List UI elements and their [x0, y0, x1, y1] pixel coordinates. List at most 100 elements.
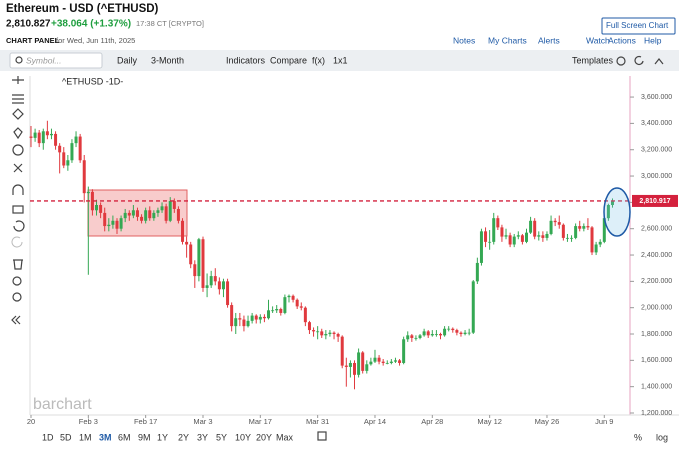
- toolbar-item[interactable]: f(x): [312, 55, 325, 65]
- range-button[interactable]: 6M: [118, 432, 131, 442]
- range-button[interactable]: 1Y: [157, 432, 168, 442]
- range-button[interactable]: 10Y: [235, 432, 251, 442]
- candle-body: [467, 332, 471, 334]
- candle-body: [570, 237, 574, 239]
- candle-body: [103, 212, 107, 227]
- candle-body: [549, 220, 553, 234]
- symbol-placeholder[interactable]: Symbol...: [26, 55, 61, 65]
- candle-body: [172, 201, 176, 209]
- collapse-tools[interactable]: [11, 315, 21, 325]
- range-button[interactable]: 5D: [60, 432, 72, 442]
- candle-body: [365, 364, 369, 371]
- candle-body: [238, 318, 242, 320]
- theme-icon[interactable]: [634, 55, 644, 66]
- footer: [0, 429, 679, 445]
- candle-body: [62, 152, 66, 166]
- candle-body: [291, 295, 295, 300]
- x-tick-label: Feb 17: [134, 417, 157, 426]
- candle-body: [377, 357, 381, 362]
- candle-body: [381, 361, 385, 363]
- time: 17:38 CT [CRYPTO]: [136, 19, 204, 28]
- candle-body: [406, 335, 410, 340]
- redo-tool[interactable]: [11, 236, 23, 248]
- candle-body: [246, 320, 250, 327]
- candle-body: [455, 330, 459, 333]
- header-link[interactable]: Alerts: [538, 35, 560, 45]
- candle-body: [524, 232, 528, 242]
- candle-body: [201, 239, 205, 288]
- trash-tool[interactable]: [13, 259, 23, 270]
- toolbar-item[interactable]: Indicators: [226, 55, 266, 65]
- delete-tool[interactable]: [13, 163, 23, 173]
- candle-body: [357, 352, 361, 375]
- y-tick-label: 1,600.000: [641, 357, 672, 364]
- candle-body: [574, 226, 578, 238]
- candle-body: [131, 210, 135, 216]
- range-button[interactable]: Max: [276, 432, 294, 442]
- toolbar-item[interactable]: Compare: [270, 55, 307, 65]
- x-tick-label: May 12: [477, 417, 502, 426]
- header-link[interactable]: Actions: [608, 35, 636, 45]
- candle-body: [492, 218, 496, 242]
- candle-body: [181, 220, 185, 242]
- fullscreen-label[interactable]: Full Screen Chart: [606, 21, 669, 30]
- counter-tool[interactable]: [12, 144, 24, 156]
- candle-body: [344, 365, 348, 367]
- toolbar-item[interactable]: 1x1: [333, 55, 348, 65]
- crosshair-tool[interactable]: [12, 76, 24, 84]
- y-tick-label: 2,400.000: [641, 252, 672, 259]
- lines-tool[interactable]: [12, 94, 24, 104]
- log-toggle[interactable]: log: [656, 432, 668, 442]
- settings-icon[interactable]: [616, 56, 626, 66]
- lock-tool[interactable]: [12, 205, 24, 214]
- candle-body: [193, 264, 197, 277]
- y-tick-label: 1,400.000: [641, 384, 672, 391]
- undo-tool[interactable]: [13, 220, 25, 232]
- header-link[interactable]: Notes: [453, 35, 475, 45]
- percent-toggle[interactable]: %: [634, 432, 642, 442]
- candle-body: [488, 241, 492, 243]
- range-button[interactable]: 2Y: [178, 432, 189, 442]
- range-button[interactable]: 9M: [138, 432, 151, 442]
- x-tick-label: 20: [27, 417, 35, 426]
- candle-body: [135, 210, 139, 217]
- zoom-in-tool[interactable]: [12, 276, 22, 286]
- candle-body: [504, 235, 508, 237]
- header-link[interactable]: Help: [644, 35, 662, 45]
- candle-body: [361, 352, 365, 371]
- range-button[interactable]: 1M: [79, 432, 92, 442]
- collapse-icon[interactable]: [654, 58, 664, 65]
- candle-body: [299, 306, 303, 308]
- candle-body: [271, 310, 275, 312]
- last-price-box: [632, 194, 678, 207]
- magnet-tool[interactable]: [12, 184, 24, 195]
- candle-body: [430, 334, 434, 336]
- toolbar-item[interactable]: Daily: [117, 55, 138, 65]
- range-button[interactable]: 1D: [42, 432, 54, 442]
- candle-body: [275, 309, 279, 311]
- candle-body: [168, 201, 172, 221]
- fullscreen-button[interactable]: [601, 17, 676, 35]
- symbol-input[interactable]: [9, 52, 103, 69]
- range-button[interactable]: 3M: [99, 432, 112, 442]
- candle-body: [189, 244, 193, 265]
- candle-body: [508, 235, 512, 245]
- zoom-out-tool[interactable]: [12, 292, 22, 302]
- range-button[interactable]: 20Y: [256, 432, 272, 442]
- candle-body: [279, 309, 283, 313]
- range-button[interactable]: 3Y: [197, 432, 208, 442]
- candle-body: [324, 334, 328, 336]
- candle-body: [123, 212, 127, 219]
- candle-body: [398, 360, 402, 363]
- header-link[interactable]: Watch: [586, 35, 610, 45]
- header-link[interactable]: My Charts: [488, 35, 527, 45]
- templates[interactable]: Templates: [572, 55, 614, 65]
- x-tick-label: Mar 3: [193, 417, 212, 426]
- range-button[interactable]: 5Y: [216, 432, 227, 442]
- candle-body: [258, 316, 262, 320]
- panel-label: CHART PANEL: [6, 36, 60, 45]
- shape-tool[interactable]: [12, 108, 24, 120]
- toolbar-item[interactable]: 3-Month: [151, 55, 184, 65]
- pen-tool[interactable]: [13, 127, 23, 140]
- calendar-icon[interactable]: [317, 431, 327, 441]
